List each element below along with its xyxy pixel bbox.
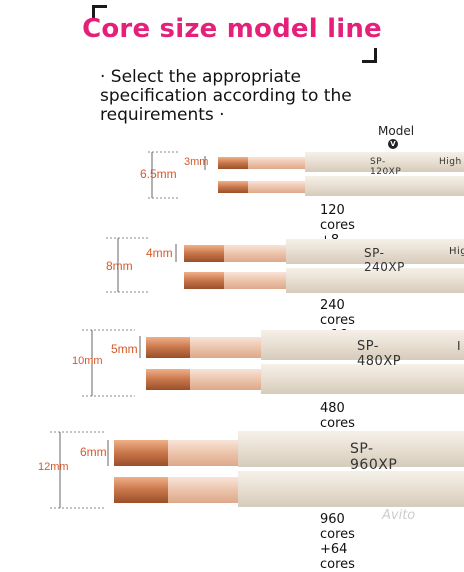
model-name: SP-240XP bbox=[364, 246, 405, 274]
model-name: SP-960XP bbox=[350, 441, 398, 473]
inner-dimension: 3mm bbox=[184, 156, 209, 168]
model-name: SP-480XP bbox=[357, 339, 402, 369]
outer-dimension: 10mm bbox=[72, 355, 103, 367]
inner-dimension: 5mm bbox=[111, 342, 138, 356]
cable-1-illustration bbox=[148, 151, 464, 199]
model-extra: I bbox=[457, 339, 462, 353]
outer-dimension: 8mm bbox=[106, 259, 133, 273]
title-bracket-left bbox=[92, 5, 107, 20]
inner-dimension: 6mm bbox=[80, 445, 107, 459]
watermark: Avito bbox=[382, 508, 416, 523]
model-label: Model bbox=[378, 124, 415, 138]
model-extra: Hig bbox=[449, 246, 464, 257]
outer-dimension: 6.5mm bbox=[140, 167, 177, 181]
title-block: Core size model line bbox=[0, 0, 464, 66]
inner-dimension: 4mm bbox=[146, 246, 173, 260]
title-bracket-right bbox=[362, 48, 377, 63]
model-name: SP-120XP bbox=[370, 157, 402, 177]
model-extra: High bbox=[439, 157, 462, 167]
page-title: Core size model line bbox=[82, 14, 382, 44]
cable-2-illustration bbox=[106, 237, 464, 293]
outer-dimension: 12mm bbox=[38, 461, 69, 473]
cable-3-illustration bbox=[82, 329, 464, 397]
core-count: 960 cores +64 cores bbox=[320, 512, 355, 572]
model-marker-icon: V bbox=[388, 139, 398, 149]
cable-4-illustration bbox=[50, 431, 464, 509]
subtitle: · Select the appropriate specification a… bbox=[100, 67, 352, 125]
